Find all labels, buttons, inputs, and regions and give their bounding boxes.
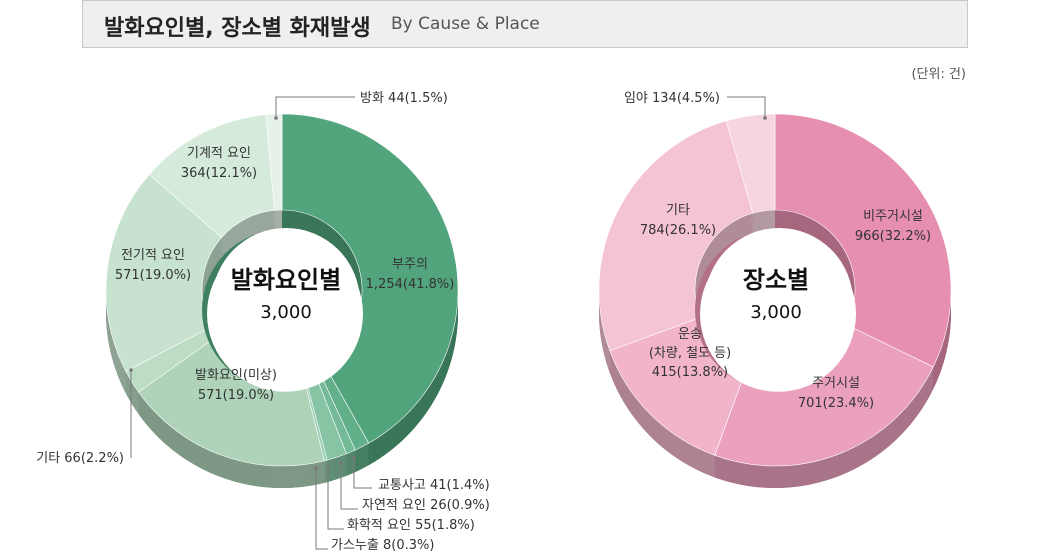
slice-임야 bbox=[725, 113, 776, 214]
value-transport: 415(13.8%) bbox=[652, 365, 728, 380]
center-title-cause: 발화요인별 bbox=[231, 266, 341, 294]
leader-line bbox=[353, 458, 372, 489]
value-전기적-요인: 571(19.0%) bbox=[115, 268, 191, 283]
label-transport: 운송 bbox=[678, 327, 702, 342]
donut-hole bbox=[705, 228, 853, 376]
value-부주의: 1,254(41.8%) bbox=[366, 277, 455, 292]
chart-title: 발화요인별, 장소별 화재발생 bbox=[104, 16, 371, 41]
chart-subtitle: By Cause & Place bbox=[391, 14, 540, 34]
slice-비주거시설 bbox=[774, 113, 952, 368]
leader-line bbox=[340, 463, 358, 510]
donut-chart-cause bbox=[105, 113, 459, 489]
leader-dot bbox=[326, 464, 330, 468]
label-자연적-요인: 자연적 요인 26(0.9%) bbox=[362, 498, 490, 513]
label-기계적-요인: 기계적 요인 bbox=[187, 146, 251, 161]
leader-dot bbox=[129, 368, 133, 372]
label-화학적-요인: 화학적 요인 55(1.8%) bbox=[347, 518, 475, 533]
label-전기적-요인: 전기적 요인 bbox=[121, 248, 185, 263]
value-주거시설: 701(23.4%) bbox=[798, 396, 874, 411]
center-total-place: 3,000 bbox=[750, 302, 802, 323]
label-임야: 임야 134(4.5%) bbox=[624, 91, 720, 106]
label-방화: 방화 44(1.5%) bbox=[360, 91, 448, 106]
leader-line bbox=[275, 96, 355, 118]
label-교통사고: 교통사고 41(1.4%) bbox=[378, 478, 490, 493]
value-발화요인-미상: 571(19.0%) bbox=[198, 388, 274, 403]
donut-chart-place bbox=[598, 113, 952, 489]
value-비주거시설: 966(32.2%) bbox=[855, 229, 931, 244]
leader-dot bbox=[339, 461, 343, 465]
donut-hole bbox=[212, 228, 360, 376]
leader-dot bbox=[314, 466, 318, 470]
center-total-cause: 3,000 bbox=[260, 302, 312, 323]
slice-전기적-요인 bbox=[105, 174, 223, 372]
slice-방화 bbox=[265, 113, 283, 211]
leader-dot bbox=[352, 456, 356, 460]
chart-labels: 발화요인별 3,000 장소별 3,000 부주의 1,254(41.8%) 교통사고 41… bbox=[36, 91, 931, 553]
label-transport-detail: (차량, 철도 등) bbox=[649, 346, 731, 361]
label-부주의: 부주의 bbox=[392, 257, 428, 272]
leader-dot bbox=[274, 116, 278, 120]
value-기타: 784(26.1%) bbox=[640, 223, 716, 238]
center-title-place: 장소별 bbox=[743, 266, 809, 294]
title-bar: 발화요인별, 장소별 화재발생 By Cause & Place bbox=[82, 0, 968, 48]
label-비주거시설: 비주거시설 bbox=[863, 209, 923, 224]
label-가스누출: 가스누출 8(0.3%) bbox=[331, 538, 434, 553]
label-주거시설: 주거시설 bbox=[812, 376, 860, 391]
value-기계적-요인: 364(12.1%) bbox=[181, 166, 257, 181]
leader-line bbox=[315, 468, 328, 550]
label-발화요인-미상: 발화요인(미상) bbox=[195, 368, 277, 383]
label-기타: 기타 66(2.2%) bbox=[36, 451, 124, 466]
unit-note: (단위: 건) bbox=[911, 67, 966, 82]
label-기타: 기타 bbox=[666, 203, 690, 218]
slice-기타 bbox=[598, 120, 754, 352]
leader-dot bbox=[763, 116, 767, 120]
leader-line bbox=[327, 466, 344, 530]
leader-lines bbox=[129, 96, 767, 550]
leader-line bbox=[727, 96, 766, 118]
